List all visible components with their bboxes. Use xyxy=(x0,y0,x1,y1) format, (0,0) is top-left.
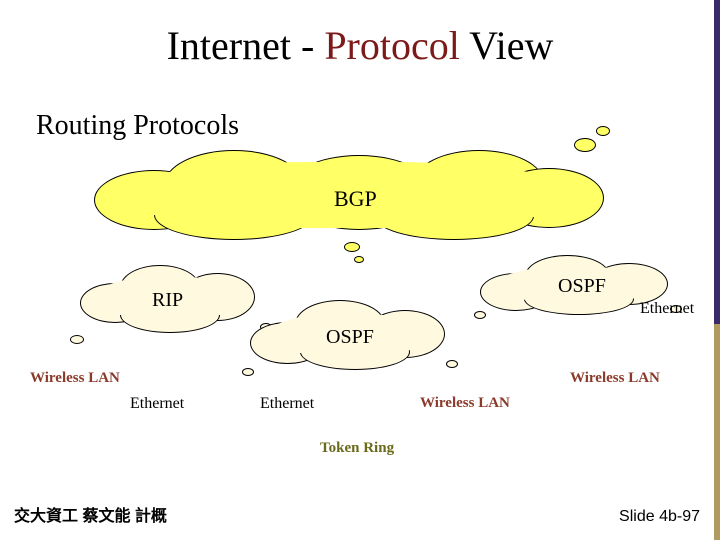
label-eth-left: Ethernet xyxy=(130,395,184,413)
cloud-ospf-left: OSPF xyxy=(250,300,450,372)
side-stripe xyxy=(714,0,720,540)
cloud-ospf-right-label: OSPF xyxy=(558,275,606,298)
cloud-rip-label: RIP xyxy=(152,289,183,312)
cloud-trail xyxy=(70,335,84,344)
slide: Internet - Protocol View Routing Protoco… xyxy=(0,0,720,540)
cloud-trail xyxy=(596,126,610,136)
footer-left: 交大資工 蔡文能 計概 xyxy=(14,502,167,526)
label-eth-right: Ethernet xyxy=(640,300,694,318)
label-eth-mid: Ethernet xyxy=(260,395,314,413)
label-wlan-left: Wireless LAN xyxy=(30,370,120,387)
subtitle: Routing Protocols xyxy=(36,110,239,142)
title-part-c: View xyxy=(460,23,554,68)
cloud-trail xyxy=(474,311,486,319)
cloud-trail xyxy=(574,138,596,152)
cloud-trail xyxy=(446,360,458,368)
label-wlan-mid: Wireless LAN xyxy=(420,395,510,412)
slide-title: Internet - Protocol View xyxy=(0,22,720,69)
cloud-trail xyxy=(242,368,254,376)
title-part-a: Internet - xyxy=(167,23,325,68)
cloud-bgp: BGP xyxy=(94,150,604,240)
footer-right: Slide 4b-97 xyxy=(619,508,700,526)
cloud-rip: RIP xyxy=(80,265,260,335)
cloud-trail xyxy=(354,256,364,263)
cloud-ospf-left-label: OSPF xyxy=(326,326,374,349)
label-wlan-right: Wireless LAN xyxy=(570,370,660,387)
label-token-ring: Token Ring xyxy=(320,440,394,457)
cloud-trail xyxy=(344,242,360,252)
title-part-b: Protocol xyxy=(324,23,460,68)
cloud-bgp-label: BGP xyxy=(334,186,377,212)
